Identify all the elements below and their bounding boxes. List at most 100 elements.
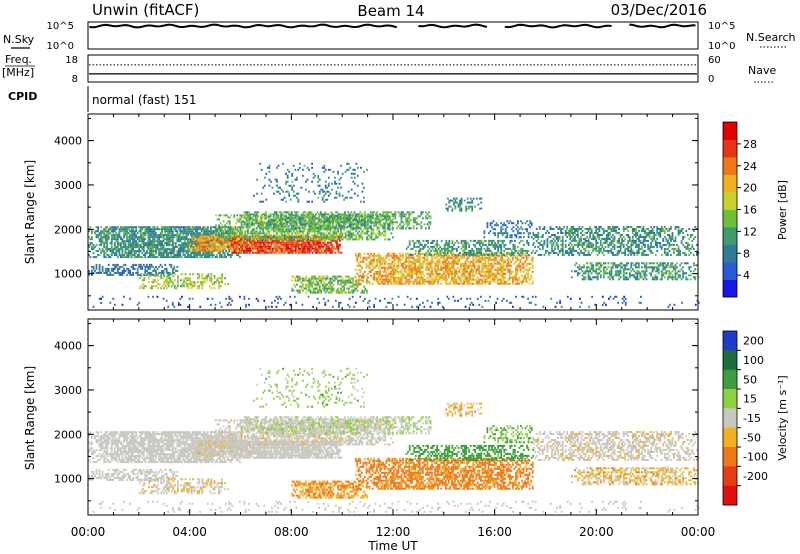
power-cell bbox=[405, 260, 407, 263]
power-cell bbox=[187, 240, 189, 243]
power-cell bbox=[259, 239, 262, 242]
power-cell bbox=[310, 245, 312, 248]
power-cell bbox=[262, 238, 265, 241]
power-cell bbox=[318, 291, 321, 294]
power-cell bbox=[194, 254, 197, 257]
power-cell bbox=[370, 228, 373, 231]
power-cell bbox=[167, 240, 170, 243]
power-cell bbox=[377, 227, 380, 230]
power-cell bbox=[208, 256, 211, 259]
power-cell bbox=[306, 214, 309, 217]
power-cell bbox=[177, 279, 179, 282]
power-cell bbox=[303, 220, 306, 223]
power-cell bbox=[417, 215, 420, 218]
power-cell bbox=[144, 238, 147, 241]
power-cell bbox=[371, 282, 374, 285]
power-cell bbox=[203, 256, 206, 259]
power-cell bbox=[310, 213, 313, 216]
power-cell bbox=[443, 266, 446, 269]
power-cell bbox=[216, 218, 219, 221]
power-cell bbox=[139, 230, 142, 233]
power-cell bbox=[429, 270, 432, 273]
power-cell bbox=[211, 256, 214, 259]
power-cell bbox=[301, 251, 303, 254]
power-cell bbox=[386, 211, 389, 214]
power-cell bbox=[426, 268, 429, 271]
power-cell bbox=[299, 235, 302, 238]
power-cell bbox=[196, 287, 199, 290]
power-cell bbox=[209, 243, 212, 246]
power-cell bbox=[227, 234, 230, 237]
power-cell bbox=[447, 264, 450, 267]
power-cell bbox=[396, 282, 398, 285]
power-cell bbox=[118, 242, 121, 245]
power-cell bbox=[435, 272, 438, 275]
power-cell bbox=[374, 217, 377, 220]
power-cell bbox=[329, 283, 332, 286]
power-cell bbox=[243, 223, 246, 226]
power-cell bbox=[288, 230, 291, 233]
power-cell bbox=[241, 245, 244, 248]
power-cell bbox=[254, 218, 257, 221]
power-cell bbox=[227, 220, 230, 223]
power-cell bbox=[467, 264, 470, 267]
power-cell bbox=[366, 236, 368, 239]
power-cell bbox=[279, 241, 282, 244]
power-cell bbox=[390, 219, 392, 222]
power-cell bbox=[274, 211, 276, 214]
power-cell bbox=[208, 245, 210, 248]
power-cell bbox=[279, 228, 281, 231]
power-cell bbox=[141, 248, 144, 251]
power-cell bbox=[258, 247, 261, 250]
power-cell bbox=[170, 254, 173, 257]
power-cell bbox=[408, 270, 411, 273]
power-cell bbox=[329, 238, 332, 241]
power-cell bbox=[414, 258, 417, 261]
power-cell bbox=[198, 237, 201, 240]
power-cell bbox=[331, 238, 333, 241]
power-cell bbox=[165, 244, 168, 247]
power-cell bbox=[333, 247, 335, 250]
power-cell bbox=[245, 223, 247, 226]
freq-tick-top: 18 bbox=[65, 55, 78, 66]
power-cell bbox=[221, 237, 224, 240]
power-cell bbox=[157, 287, 159, 290]
power-cell bbox=[338, 283, 341, 286]
power-cell bbox=[342, 217, 345, 220]
power-cell bbox=[313, 249, 315, 252]
power-cell bbox=[121, 226, 124, 229]
power-cell bbox=[241, 232, 243, 235]
power-cell bbox=[275, 219, 278, 222]
power-cell bbox=[215, 249, 218, 252]
power-cell bbox=[426, 252, 429, 255]
power-cell bbox=[409, 213, 412, 216]
power-cell bbox=[229, 230, 232, 233]
power-cell bbox=[369, 234, 371, 237]
power-cell bbox=[195, 247, 198, 250]
power-cell bbox=[156, 234, 159, 237]
power-cell bbox=[197, 232, 200, 235]
power-cell bbox=[129, 234, 131, 237]
power-cell bbox=[231, 254, 234, 257]
power-cell bbox=[112, 238, 115, 241]
power-cell bbox=[444, 276, 447, 279]
power-cell bbox=[391, 227, 394, 230]
power-cell bbox=[312, 221, 314, 224]
power-cell bbox=[287, 239, 290, 242]
power-cell bbox=[318, 227, 321, 230]
power-cell bbox=[308, 230, 310, 233]
power-cell bbox=[150, 248, 153, 251]
power-cell bbox=[297, 279, 300, 282]
power-cell bbox=[235, 243, 238, 246]
power-cell bbox=[168, 238, 171, 241]
power-cell bbox=[162, 254, 165, 257]
power-cell bbox=[359, 227, 362, 230]
power-cell bbox=[449, 256, 452, 259]
power-cell bbox=[429, 223, 432, 226]
power-cell bbox=[150, 246, 153, 249]
power-cell bbox=[117, 234, 119, 237]
power-cell bbox=[346, 279, 348, 282]
power-cell bbox=[98, 267, 101, 270]
power-cell bbox=[98, 244, 101, 247]
power-cell bbox=[253, 194, 255, 197]
